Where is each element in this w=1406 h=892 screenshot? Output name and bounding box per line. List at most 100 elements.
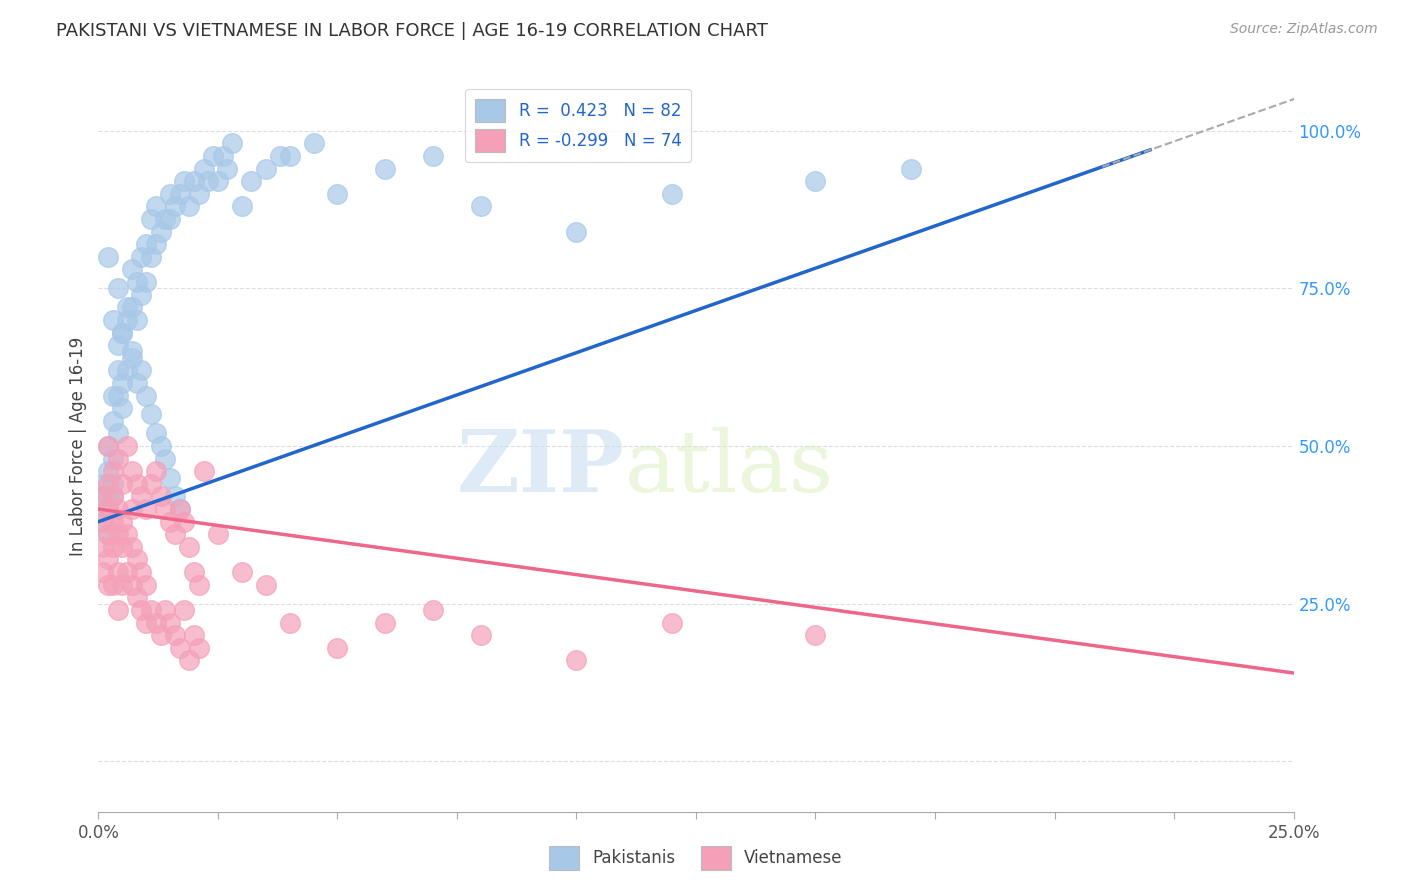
Point	[240, 174, 263, 188]
Point	[159, 212, 181, 227]
Point	[231, 565, 253, 579]
Point	[155, 603, 177, 617]
Point	[661, 186, 683, 201]
Point	[565, 653, 588, 667]
Point	[97, 439, 120, 453]
Point	[139, 603, 162, 617]
Point	[159, 515, 181, 529]
Point	[121, 464, 143, 478]
Point	[254, 161, 277, 176]
Text: atlas: atlas	[624, 426, 834, 509]
Point	[115, 363, 138, 377]
Point	[131, 250, 153, 264]
Point	[91, 540, 114, 554]
Point	[131, 490, 153, 504]
Point	[101, 313, 124, 327]
Point	[193, 464, 215, 478]
Point	[107, 363, 129, 377]
Point	[326, 186, 349, 201]
Point	[163, 199, 186, 213]
Point	[163, 490, 186, 504]
Point	[111, 326, 134, 340]
Point	[135, 502, 157, 516]
Point	[159, 470, 181, 484]
Point	[111, 515, 134, 529]
Point	[187, 186, 209, 201]
Point	[125, 552, 148, 566]
Point	[221, 136, 243, 151]
Point	[115, 313, 138, 327]
Point	[111, 578, 134, 592]
Point	[115, 439, 138, 453]
Point	[183, 174, 205, 188]
Point	[121, 300, 143, 314]
Point	[183, 628, 205, 642]
Point	[169, 640, 191, 655]
Point	[121, 262, 143, 277]
Point	[107, 281, 129, 295]
Point	[101, 476, 124, 491]
Point	[470, 199, 492, 213]
Point	[187, 640, 209, 655]
Point	[121, 344, 143, 359]
Point	[97, 527, 120, 541]
Point	[111, 326, 134, 340]
Point	[326, 640, 349, 655]
Point	[131, 603, 153, 617]
Point	[145, 464, 167, 478]
Point	[173, 174, 195, 188]
Point	[269, 149, 291, 163]
Point	[97, 578, 120, 592]
Point	[97, 527, 120, 541]
Point	[139, 250, 162, 264]
Point	[197, 174, 219, 188]
Point	[131, 363, 153, 377]
Point	[107, 451, 129, 466]
Point	[97, 490, 120, 504]
Point	[155, 212, 177, 227]
Point	[121, 351, 143, 365]
Point	[97, 476, 120, 491]
Point	[149, 490, 172, 504]
Point	[91, 515, 114, 529]
Point	[900, 161, 922, 176]
Point	[374, 161, 396, 176]
Point	[163, 527, 186, 541]
Point	[139, 408, 162, 422]
Point	[97, 464, 120, 478]
Point	[107, 426, 129, 441]
Point	[193, 161, 215, 176]
Point	[97, 250, 120, 264]
Point	[149, 439, 172, 453]
Point	[97, 439, 120, 453]
Point	[91, 515, 114, 529]
Point	[101, 578, 124, 592]
Point	[91, 565, 114, 579]
Point	[101, 490, 124, 504]
Point	[101, 515, 124, 529]
Point	[169, 502, 191, 516]
Point	[155, 451, 177, 466]
Point	[159, 186, 181, 201]
Point	[125, 376, 148, 390]
Point	[149, 628, 172, 642]
Point	[145, 199, 167, 213]
Point	[115, 565, 138, 579]
Point	[135, 388, 157, 402]
Point	[145, 426, 167, 441]
Point	[101, 414, 124, 428]
Point	[207, 527, 229, 541]
Point	[107, 527, 129, 541]
Point	[202, 149, 225, 163]
Point	[121, 540, 143, 554]
Point	[173, 515, 195, 529]
Point	[217, 161, 239, 176]
Point	[179, 540, 201, 554]
Point	[149, 225, 172, 239]
Point	[374, 615, 396, 630]
Point	[97, 502, 120, 516]
Point	[111, 476, 134, 491]
Y-axis label: In Labor Force | Age 16-19: In Labor Force | Age 16-19	[69, 336, 87, 556]
Text: Source: ZipAtlas.com: Source: ZipAtlas.com	[1230, 22, 1378, 37]
Text: PAKISTANI VS VIETNAMESE IN LABOR FORCE | AGE 16-19 CORRELATION CHART: PAKISTANI VS VIETNAMESE IN LABOR FORCE |…	[56, 22, 768, 40]
